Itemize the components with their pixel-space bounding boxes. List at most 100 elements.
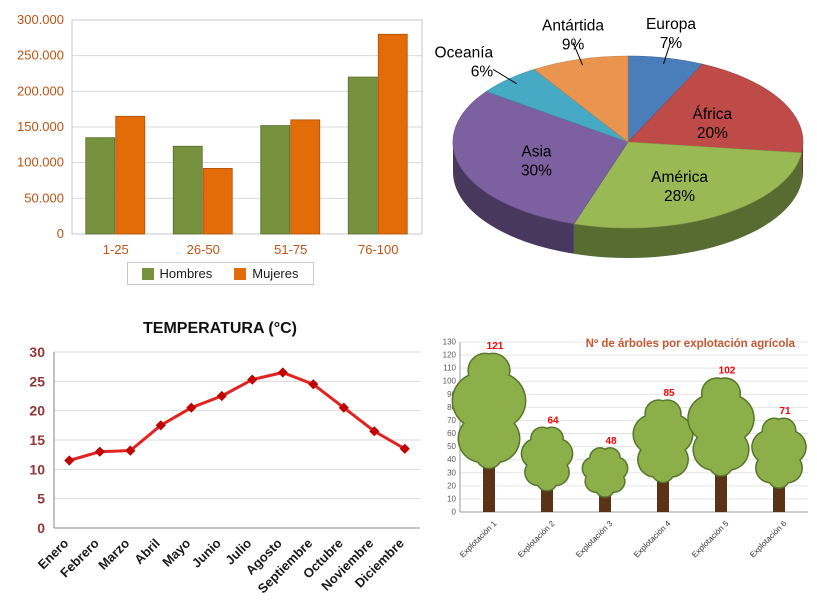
marker-diamond-6: [247, 374, 258, 385]
legend-item-hombres: Hombres: [141, 266, 213, 281]
y-tick-label: 100.000: [17, 155, 64, 170]
x-category-label: 1-25: [103, 242, 129, 257]
label-leader-line: [663, 40, 672, 65]
legend-swatch-hombres: [141, 267, 154, 280]
pie-label-asia: Asia 30%: [521, 144, 552, 180]
line-chart-panel: TEMPERATURA (°C) 0 5 10 15 20 25 30 Enero Febrer…: [8, 312, 432, 600]
bar-chart-legend: Hombres Mujeres: [8, 262, 432, 285]
y-tick-label: 110: [443, 364, 456, 373]
pie-label-américa: América 28%: [651, 169, 708, 205]
y-tick-label: 150.000: [17, 119, 64, 134]
y-tick-label: 200.000: [17, 83, 64, 98]
bar-hombres: [347, 76, 378, 235]
x-category-label: Junio: [189, 535, 224, 570]
pie-chart: Europa 7% África 20% América 28% Asia 30% Oceaní…: [435, 16, 804, 258]
tree-canopy-6: [751, 417, 807, 489]
x-category-label: 51-75: [274, 242, 307, 257]
bar-mujeres: [290, 119, 321, 235]
legend-box: Hombres Mujeres: [126, 262, 314, 285]
y-tick-label: 250.000: [17, 48, 64, 63]
x-category-label: Explotación 5: [690, 519, 731, 560]
bar-hombres: [172, 145, 203, 235]
bar-mujeres: [202, 167, 233, 235]
marker-diamond-1: [94, 446, 105, 457]
legend-item-mujeres: Mujeres: [234, 266, 299, 281]
legend-label-hombres: Hombres: [159, 266, 213, 281]
pie-slice-áfrica: [627, 63, 804, 154]
pie-slice-side-asia: [453, 142, 574, 254]
trees-chart-title: Nº de árboles por explotación agrícola: [585, 338, 795, 350]
marker-diamond-4: [186, 402, 197, 413]
y-tick-label: 15: [29, 432, 45, 448]
label-leader-line: [572, 42, 584, 66]
marker-diamond-3: [155, 420, 166, 431]
tree-value-label: 71: [779, 406, 791, 417]
y-tick-label: 90: [447, 390, 456, 399]
x-category-label: 76-100: [358, 242, 398, 257]
tree-value-label: 102: [719, 366, 736, 377]
y-tick-label: 70: [447, 416, 456, 425]
y-tick-label: 100: [443, 377, 457, 386]
tree-canopy-3: [581, 447, 629, 498]
legend-swatch-mujeres: [234, 267, 247, 280]
y-tick-label: 0: [57, 226, 64, 241]
pie-slice-asia: [452, 91, 629, 225]
y-tick-label: 0: [37, 520, 45, 536]
x-category-label: Marzo: [95, 535, 132, 572]
x-category-label: 26-50: [187, 242, 220, 257]
label-leader-line: [492, 69, 517, 85]
y-tick-label: 60: [447, 429, 456, 438]
tree-canopy-4: [632, 399, 694, 484]
tree-value-label: 64: [547, 415, 559, 426]
pie-slice-side-américa: [573, 152, 802, 258]
y-tick-label: 10: [29, 461, 45, 477]
pie-label-áfrica: África 20%: [693, 106, 733, 142]
pie-slice-américa: [573, 141, 803, 229]
bar-mujeres: [115, 115, 146, 235]
x-category-label: Explotación 4: [632, 519, 673, 560]
x-category-label: Mayo: [159, 535, 193, 569]
tree-canopy-1: [451, 352, 527, 470]
pie-label-oceanía: Oceanía 6%: [435, 44, 494, 80]
y-tick-label: 30: [447, 468, 456, 477]
bar-hombres: [260, 125, 291, 235]
tree-canopy-5: [687, 377, 755, 477]
bar-chart-panel: 0 50.000 100.000 150.000 200.000 250.000 300.0…: [8, 6, 432, 306]
line-chart-title: TEMPERATURA (°C): [143, 320, 297, 337]
y-tick-label: 120: [443, 351, 457, 360]
y-tick-label: 25: [29, 373, 45, 389]
marker-diamond-7: [277, 367, 288, 378]
legend-label-mujeres: Mujeres: [252, 266, 299, 281]
temperature-line: [68, 371, 406, 462]
x-category-label: Explotación 6: [748, 519, 789, 560]
pie-chart-panel: Europa 7% África 20% América 28% Asia 30% Oceaní…: [430, 0, 817, 308]
y-tick-label: 50: [447, 442, 456, 451]
pie-label-antártida: Antártida 9%: [542, 18, 604, 54]
trees-chart: 0 10 20 30 40 50 60 70 80 90 100 110 120 130 121 Explot…: [443, 338, 808, 560]
tree-canopy-2: [520, 426, 574, 492]
tree-value-label: 121: [487, 341, 504, 352]
y-tick-label: 0: [452, 508, 457, 517]
tree-value-label: 85: [663, 388, 675, 399]
tree-value-label: 48: [605, 436, 617, 447]
y-tick-label: 20: [447, 481, 456, 490]
y-tick-label: 30: [29, 344, 45, 360]
bar-mujeres: [377, 33, 408, 235]
x-category-label: Explotación 2: [516, 519, 557, 560]
y-tick-label: 40: [447, 455, 456, 464]
y-tick-label: 20: [29, 403, 45, 419]
trees-chart-panel: Nº de árboles por explotación agrícola 0…: [430, 316, 817, 600]
y-tick-label: 300.000: [17, 12, 64, 27]
marker-diamond-0: [64, 455, 75, 466]
bar-chart: 0 50.000 100.000 150.000 200.000 250.000 300.0…: [17, 12, 423, 257]
y-tick-label: 130: [443, 338, 457, 347]
pie-slice-antártida: [533, 55, 629, 143]
x-category-label: Explotación 1: [458, 519, 499, 560]
bar-hombres: [85, 137, 116, 235]
x-category-label: Abril: [131, 536, 163, 568]
y-tick-label: 80: [447, 403, 456, 412]
y-tick-label: 10: [447, 494, 456, 503]
pie-label-europa: Europa 7%: [646, 16, 696, 52]
y-tick-label: 50.000: [24, 190, 64, 205]
